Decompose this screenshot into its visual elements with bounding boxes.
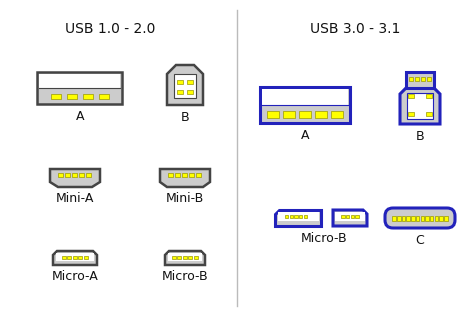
Bar [285,215,288,217]
Bar [67,94,77,99]
Bar [58,173,64,177]
Bar [175,173,181,177]
Bar [168,173,173,177]
Bar [83,94,93,99]
Bar [99,94,109,99]
Polygon shape [50,169,100,187]
Bar [439,216,443,221]
Bar [335,212,365,221]
Bar [79,256,82,258]
Bar [416,216,419,221]
Polygon shape [160,169,210,187]
Bar [290,215,293,217]
Bar [65,173,71,177]
Bar [39,74,120,88]
Bar [267,111,279,118]
Bar [262,89,348,105]
Text: Micro-B: Micro-B [162,270,208,283]
Bar [172,256,176,258]
Text: Mini-A: Mini-A [56,192,94,205]
Bar [407,216,410,221]
Bar [56,253,94,261]
Bar [187,90,193,94]
Bar [260,87,350,123]
Bar [346,215,349,217]
Bar [177,90,183,94]
Bar [407,93,433,119]
Text: Micro-B: Micro-B [301,232,347,245]
Bar [194,256,198,258]
Text: A: A [301,129,309,142]
Bar [444,216,447,221]
Bar [420,216,424,221]
Polygon shape [275,210,321,226]
Text: B: B [181,111,189,124]
Bar [408,94,414,98]
Bar [294,215,298,217]
Bar [278,212,319,221]
Polygon shape [400,86,440,124]
Polygon shape [167,65,203,105]
Bar [408,112,414,116]
Text: B: B [416,130,424,143]
Text: Mini-B: Mini-B [166,192,204,205]
Bar [183,256,187,258]
Polygon shape [333,210,367,226]
Bar [402,216,405,221]
Bar [351,215,354,217]
Bar [430,216,434,221]
Bar [189,256,192,258]
Bar [435,216,438,221]
Bar [67,256,72,258]
Bar [299,111,311,118]
Bar [187,80,193,84]
Bar [331,111,343,118]
Bar [51,94,61,99]
Bar [406,72,434,88]
Bar [190,173,194,177]
Bar [415,77,419,81]
Bar [168,253,202,261]
Bar [177,80,183,84]
Bar [37,72,122,104]
Bar [62,256,66,258]
Bar [421,77,425,81]
Bar [86,173,91,177]
Bar [283,111,295,118]
Text: USB 1.0 - 2.0: USB 1.0 - 2.0 [65,22,155,36]
Bar [409,77,413,81]
Bar [411,216,415,221]
Text: C: C [416,234,424,247]
Bar [182,173,188,177]
Text: A: A [76,110,84,123]
Bar [177,256,182,258]
Polygon shape [53,251,97,265]
Bar [427,77,431,81]
Bar [425,216,429,221]
Bar [73,256,77,258]
Bar [397,216,401,221]
Bar [174,74,196,98]
Bar [197,173,201,177]
Bar [315,111,327,118]
Bar [80,173,84,177]
Bar [304,215,307,217]
Bar [426,112,432,116]
Bar [73,173,78,177]
Text: Micro-A: Micro-A [52,270,99,283]
Bar [392,216,396,221]
Polygon shape [165,251,205,265]
FancyBboxPatch shape [385,208,455,228]
Bar [426,94,432,98]
Bar [299,215,302,217]
Bar [341,215,345,217]
Text: USB 3.0 - 3.1: USB 3.0 - 3.1 [310,22,400,36]
Bar [84,256,88,258]
Bar [356,215,359,217]
